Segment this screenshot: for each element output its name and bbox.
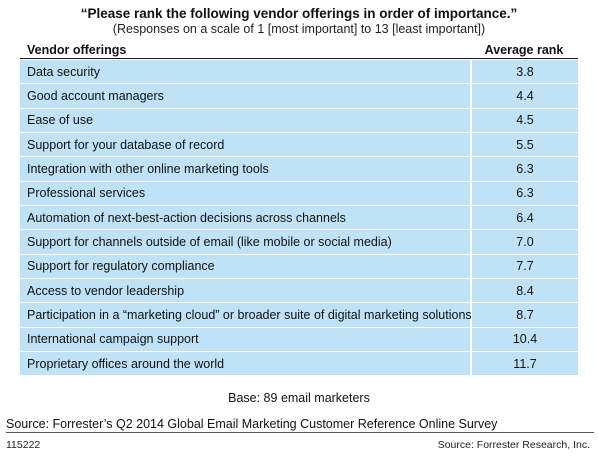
figure-id: 115222 — [6, 439, 41, 451]
average-rank-value: 11.7 — [472, 352, 578, 376]
source-note: Source: Forrester’s Q2 2014 Global Email… — [6, 417, 498, 431]
table-row: Access to vendor leadership 8.4 — [20, 279, 578, 304]
vendor-offering-label: Support for channels outside of email (l… — [20, 230, 470, 254]
average-rank-value: 6.4 — [472, 206, 578, 230]
average-rank-value: 7.0 — [472, 230, 578, 254]
vendor-offering-label: Support for your database of record — [20, 133, 470, 157]
table-row: International campaign support 10.4 — [20, 327, 578, 353]
table-row: Data security 3.8 — [20, 60, 578, 85]
average-rank-value: 8.7 — [472, 303, 578, 327]
average-rank-value: 3.8 — [472, 60, 578, 84]
average-rank-value: 8.4 — [472, 279, 578, 303]
table-row: Support for channels outside of email (l… — [20, 230, 578, 255]
vendor-offering-label: Proprietary offices around the world — [20, 352, 470, 376]
column-header-average-rank: Average rank — [484, 43, 564, 57]
average-rank-value: 6.3 — [472, 181, 578, 206]
table-row: Ease of use 4.5 — [20, 108, 578, 134]
base-note: Base: 89 email marketers — [228, 391, 370, 405]
average-rank-value: 7.7 — [472, 254, 578, 279]
table-row: Good account managers 4.4 — [20, 84, 578, 109]
table-row: Support for your database of record 5.5 — [20, 133, 578, 158]
vendor-offering-label: Automation of next-best-action decisions… — [20, 206, 470, 230]
table-row: Participation in a “marketing cloud” or … — [20, 303, 578, 328]
ranking-table: Data security 3.8 Good account managers 4.4… — [20, 60, 578, 377]
average-rank-value: 4.5 — [472, 108, 578, 133]
header-divider — [20, 58, 578, 59]
table-row: Proprietary offices around the world 11.7 — [20, 352, 578, 377]
vendor-offering-label: Integration with other online marketing … — [20, 157, 470, 181]
table-row: Integration with other online marketing … — [20, 157, 578, 182]
vendor-offering-label: Participation in a “marketing cloud” or … — [20, 303, 472, 327]
column-header-vendor-offerings: Vendor offerings — [27, 43, 127, 57]
vendor-offering-label: Professional services — [20, 181, 470, 206]
chart-subtitle: (Responses on a scale of 1 [most importa… — [112, 22, 486, 36]
vendor-offering-label: International campaign support — [20, 327, 470, 352]
average-rank-value: 10.4 — [472, 327, 578, 352]
vendor-offering-label: Data security — [20, 60, 470, 84]
average-rank-value: 6.3 — [472, 157, 578, 181]
vendor-offering-label: Good account managers — [20, 84, 470, 108]
table-row: Automation of next-best-action decisions… — [20, 206, 578, 231]
vendor-offering-label: Support for regulatory compliance — [20, 254, 470, 279]
publisher-credit: Source: Forrester Research, Inc. — [437, 439, 590, 451]
table-row: Professional services 6.3 — [20, 181, 578, 207]
vendor-offering-label: Access to vendor leadership — [20, 279, 470, 303]
vendor-offering-label: Ease of use — [20, 108, 470, 133]
average-rank-value: 5.5 — [472, 133, 578, 157]
chart-title: “Please rank the following vendor offeri… — [80, 6, 518, 21]
average-rank-value: 4.4 — [472, 84, 578, 108]
table-row: Support for regulatory compliance 7.7 — [20, 254, 578, 280]
footer-divider — [6, 432, 594, 433]
